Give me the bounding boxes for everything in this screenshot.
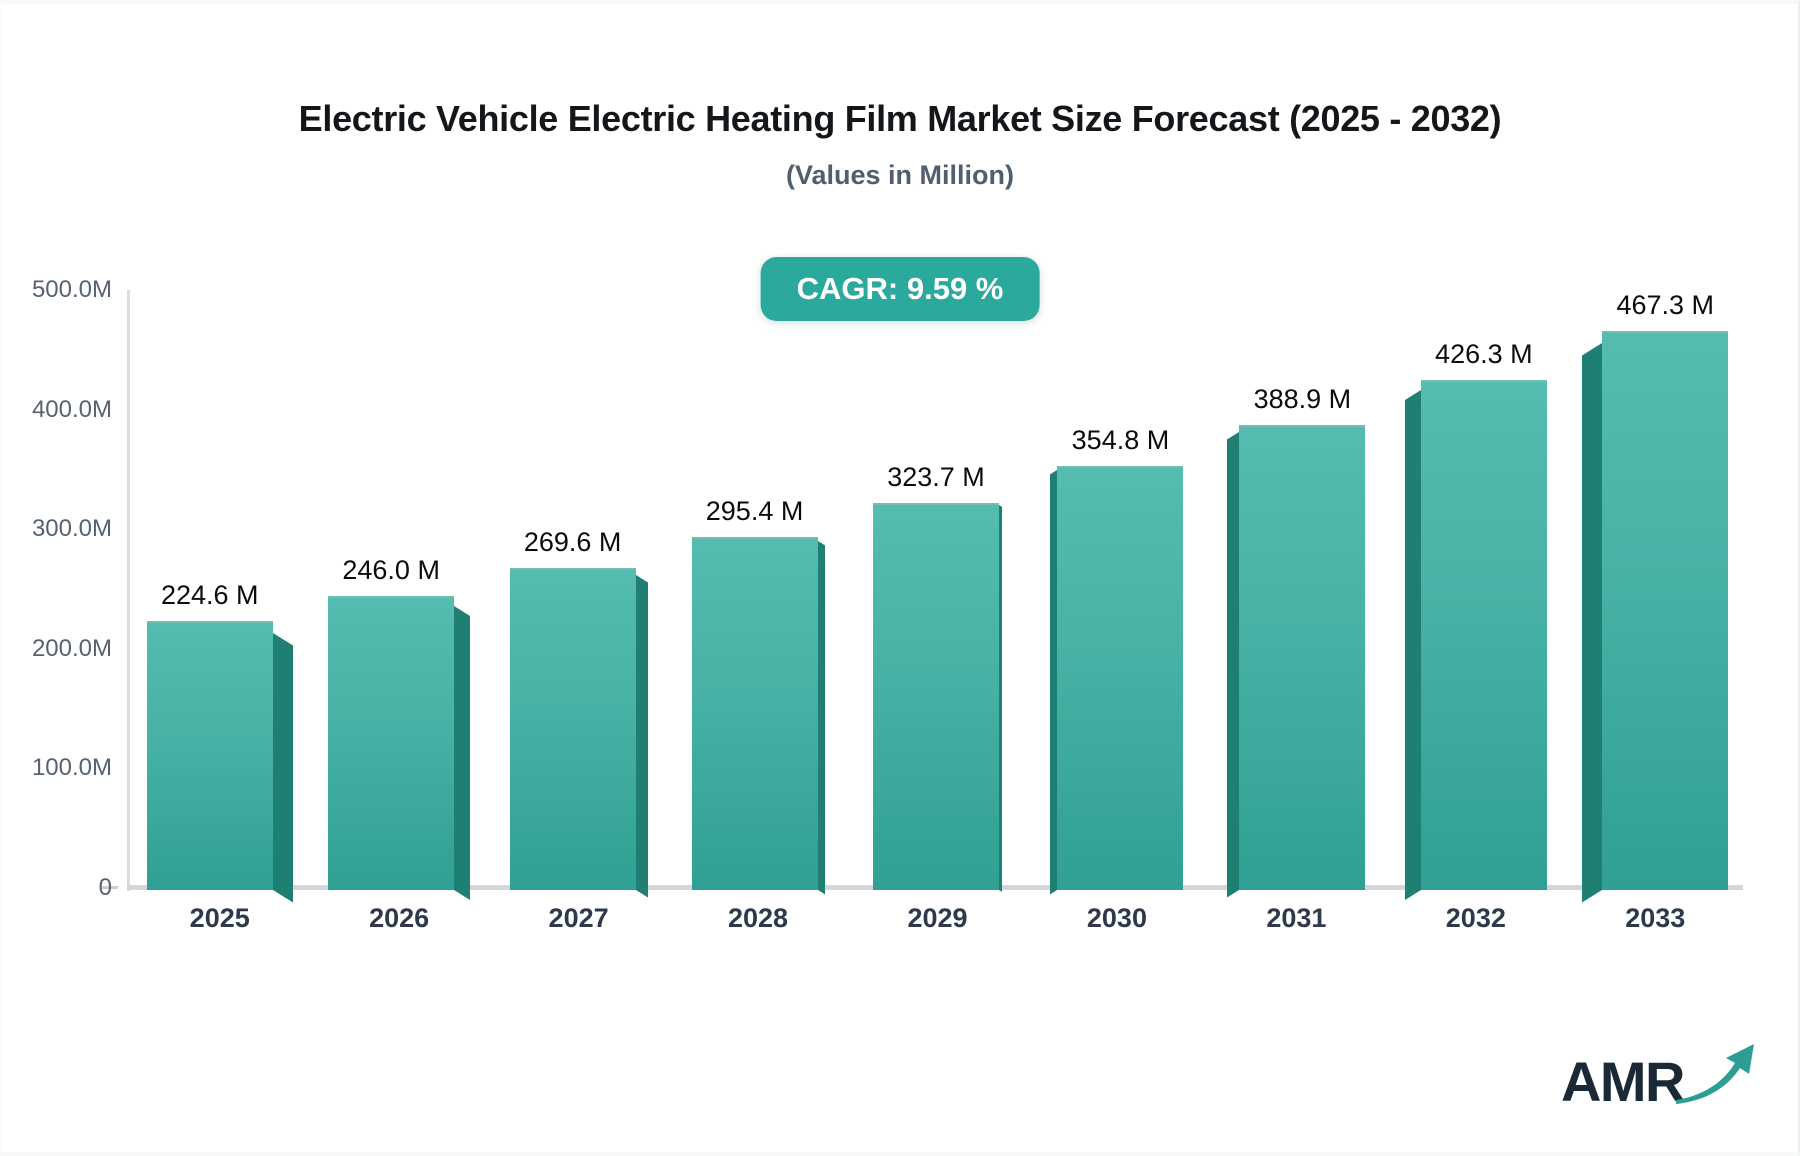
bar-value-label: 323.7 M [887,462,985,492]
bar-front-face [1057,466,1184,890]
y-axis-tick-label: 100.0M [31,754,112,782]
bar-front-face [872,503,999,890]
bar-front-face [1239,425,1366,890]
zero-tick-mark [102,886,118,889]
bar-value-label: 467.3 M [1616,290,1715,320]
bar-value-label: 354.8 M [1071,425,1170,455]
bar-column-2033: 467.3 M [1566,290,1745,903]
bar-front-face [1420,380,1547,890]
bar-side-face [272,633,293,903]
bar-side-face [1582,343,1603,903]
brand-logo: AMR [1561,1042,1758,1110]
y-axis-line [127,290,130,891]
y-axis-tick-label: 300.0M [31,515,112,543]
brand-logo-text: AMR [1560,1050,1686,1113]
x-axis-label-2033: 2033 [1625,903,1686,933]
bar-side-face [998,505,1002,892]
bar-column-2030: 354.8 M [1027,290,1206,895]
trend-arrow-icon [1676,1044,1754,1104]
bar-column-2029: 323.7 M [848,290,1027,892]
bar-side-face [1404,390,1421,900]
x-axis-label-2025: 2025 [189,903,250,933]
bar-column-2032: 426.3 M [1386,290,1565,900]
y-axis-tick-label: 0 [98,874,112,901]
bar-front-face [328,596,455,890]
bar-side-face [635,575,648,898]
bar-front-face [1602,331,1729,890]
bar-side-face [1227,432,1240,898]
bar-column-2026: 246.0 M [309,290,488,900]
chart-title: Electric Vehicle Electric Heating Film M… [298,98,1502,139]
bar-value-label: 224.6 M [160,580,259,610]
bar-side-face [454,606,471,900]
bar-column-2031: 388.9 M [1207,290,1386,898]
plot-area: 500.0M 400.0M 300.0M 200.0M 100.0M 0 224.6 M 2… [32,276,1745,933]
bar-value-label: 388.9 M [1253,384,1352,414]
bar-column-2027: 269.6 M [489,290,668,898]
cagr-badge: CAGR: 9.59 % [760,257,1040,321]
bar-front-face [691,537,818,890]
chart-subtitle: (Values in Million) [785,160,1015,190]
y-axis-tick-label: 200.0M [31,634,112,662]
x-axis-label-2030: 2030 [1086,903,1147,933]
bar-column-2025: 224.6 M [130,290,309,903]
y-axis-tick-label: 400.0M [31,395,112,423]
x-axis-label-2029: 2029 [907,903,968,933]
bar-column-2028: 295.4 M [668,290,847,895]
bar-value-label: 246.0 M [342,555,440,585]
x-axis-label-2026: 2026 [369,903,430,933]
bar-value-label: 295.4 M [705,496,804,526]
x-axis-label-2028: 2028 [728,903,789,933]
x-axis-label-2027: 2027 [548,903,609,933]
bar-side-face [817,541,825,895]
bar-value-label: 269.6 M [523,527,622,557]
bar-front-face [146,621,273,890]
x-axis-label-2031: 2031 [1266,903,1327,933]
y-axis-tick-label: 500.0M [31,276,112,303]
x-axis-label-2032: 2032 [1445,903,1506,933]
bar-side-face [1050,470,1058,895]
bar-front-face [509,568,636,890]
bar-value-label: 426.3 M [1435,339,1533,369]
